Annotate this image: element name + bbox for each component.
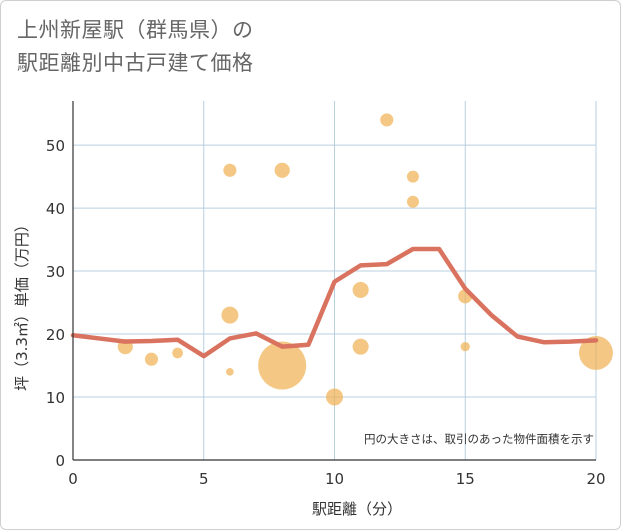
y-tick-label-20: 20 [46,326,65,344]
chart-title: 上州新屋駅（群馬県）の 駅距離別中古戸建て価格 [17,14,254,80]
x-tick-label-5: 5 [199,470,209,488]
bubble-20-17 [579,335,613,370]
x-tick-label-20: 20 [586,470,605,488]
bubble-8-46 [274,162,290,178]
x-tick-label-10: 10 [325,470,344,488]
bubble-13-45 [406,170,419,183]
bubble-8-15 [258,341,307,390]
y-tick-label-40: 40 [46,200,65,218]
y-tick-label-50: 50 [46,137,65,155]
bubble-6-14 [226,368,234,376]
bubble-6-46 [223,163,237,177]
chart-title-line-1: 上州新屋駅（群馬県）の [17,18,254,42]
y-tick-label-30: 30 [46,263,65,281]
x-axis-label: 駅距離（分） [312,500,402,518]
tick-labels: 0 5 10 15 20 0 10 20 30 40 50 [46,137,606,488]
bubble-size-note: 円の大きさは、取引のあった物件面積を示す [364,432,594,446]
chart-title-line-2: 駅距離別中古戸建て価格 [17,51,254,75]
y-tick-label-10: 10 [46,389,65,407]
x-tick-label-15: 15 [456,470,475,488]
bubbles [117,113,613,406]
bubble-11-18 [352,338,369,355]
bubble-12-54 [380,113,394,127]
bubble-10-10 [326,388,343,406]
bubble-4-17 [172,347,183,359]
bubble-13-41 [406,195,419,208]
y-tick-label-0: 0 [55,452,65,470]
trend-line-group [70,246,599,359]
x-tick-label-0: 0 [68,470,78,488]
bubble-6-23 [221,306,239,324]
bubble-15-18 [460,341,470,352]
axes [72,101,596,461]
bubble-3-16 [144,352,159,366]
bubble-11-27 [352,281,369,298]
trend-line [70,246,599,359]
y-axis-label: 坪（3.3㎡）単価（万円） [13,217,31,391]
